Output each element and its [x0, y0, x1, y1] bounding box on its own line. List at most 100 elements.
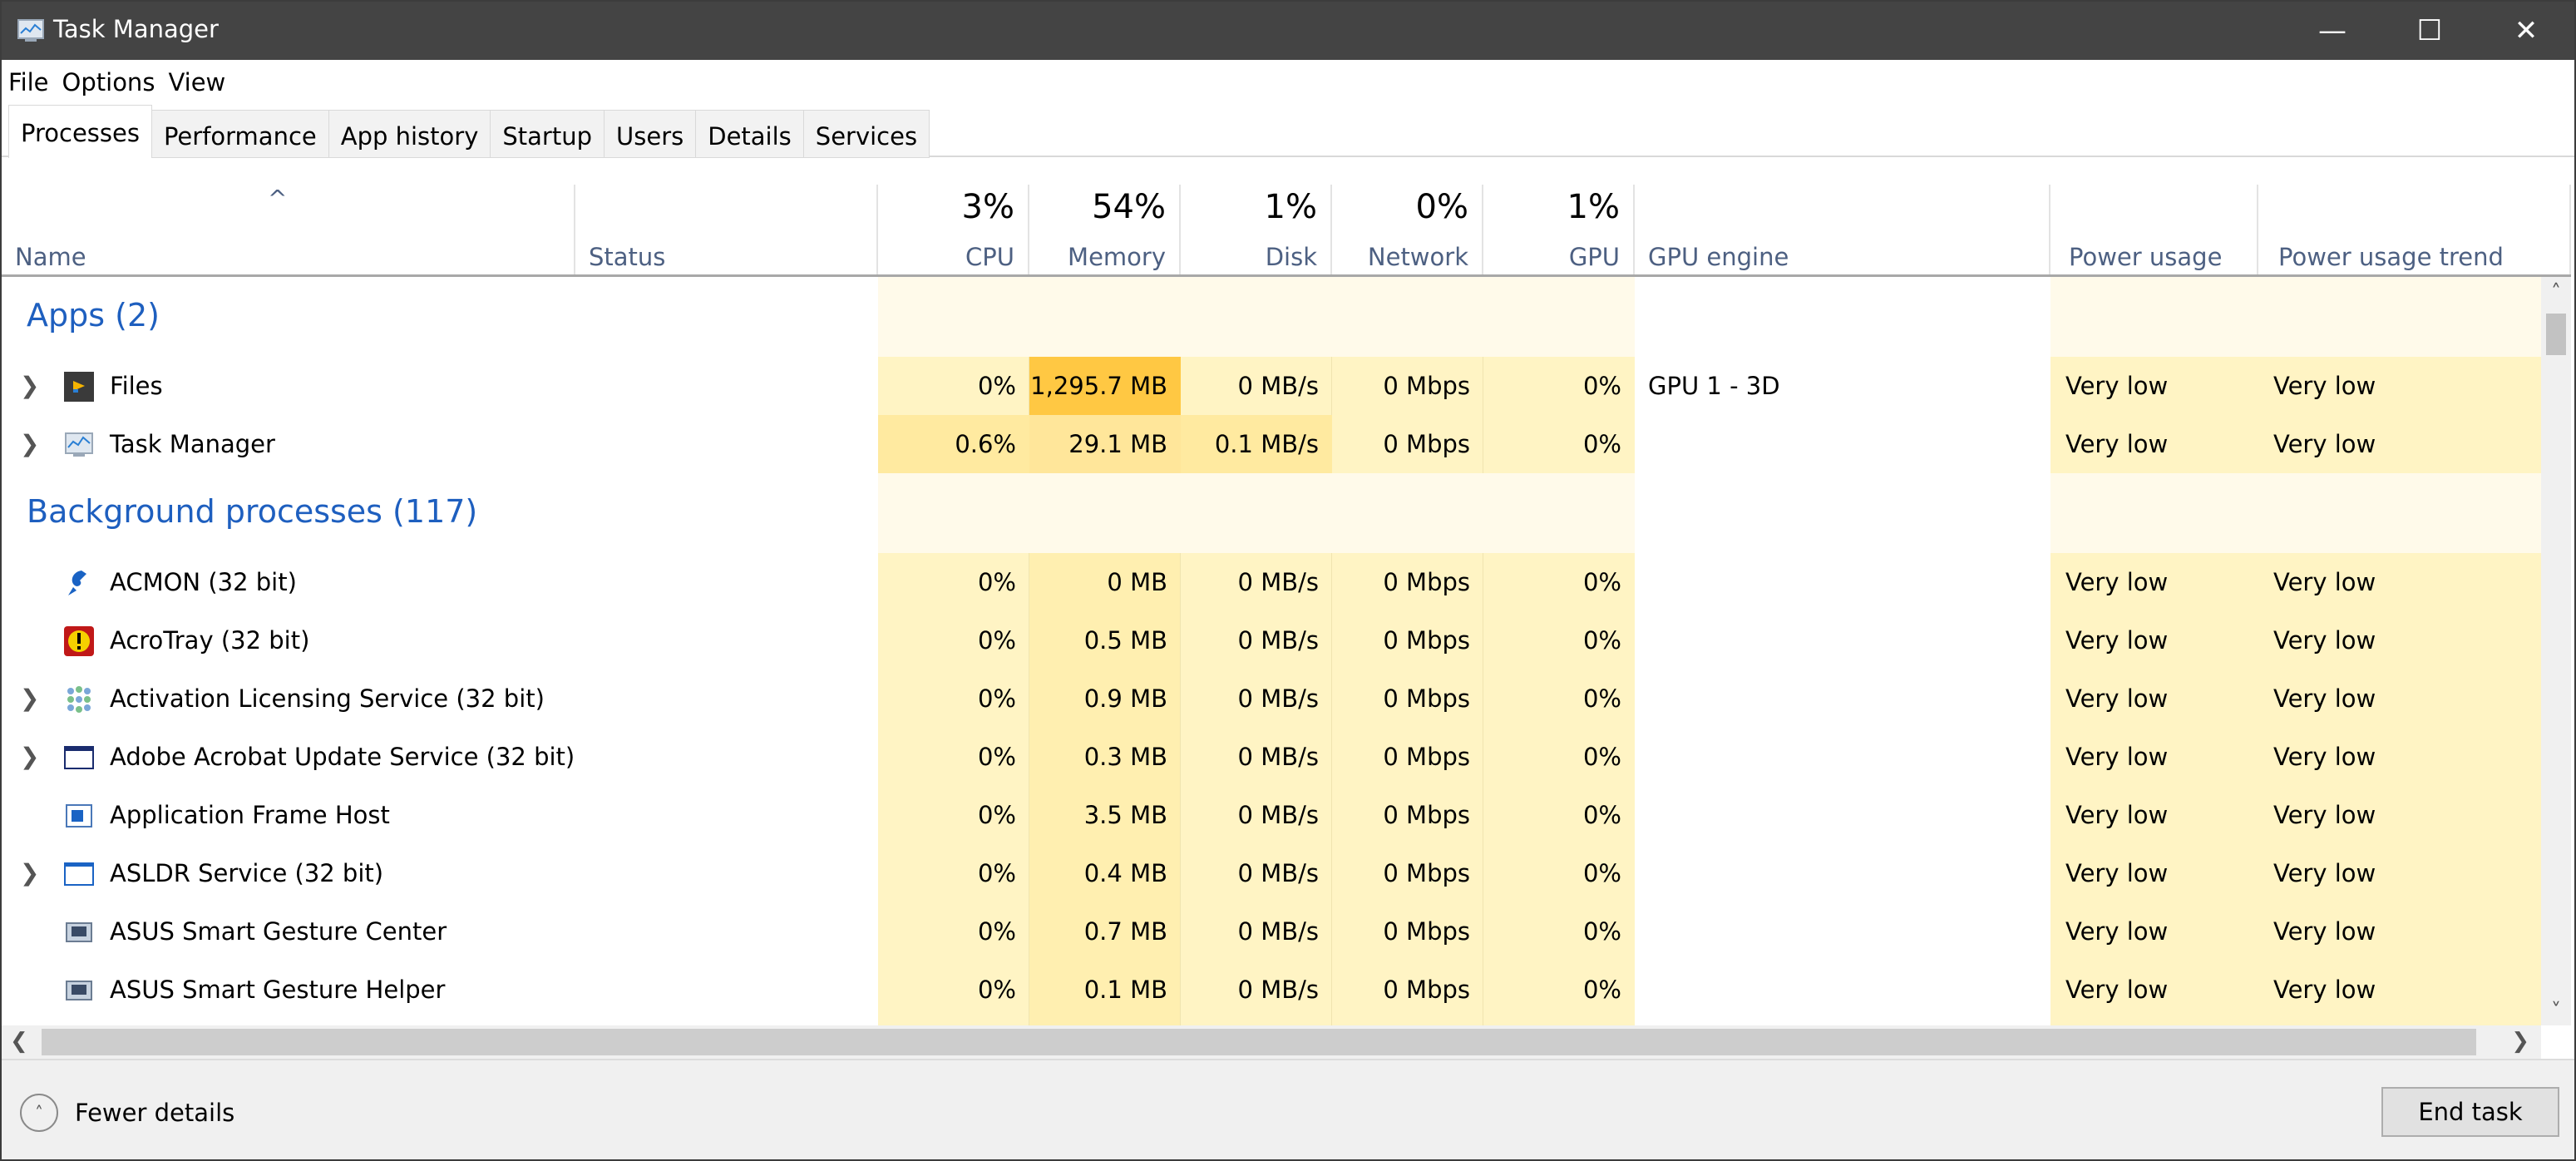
cpu-value: 0%: [977, 801, 1016, 829]
group-apps[interactable]: Apps (2): [2, 277, 2543, 357]
close-icon: ✕: [2514, 14, 2539, 47]
disk-value: 0 MB/s: [1237, 743, 1319, 771]
power-value: Very low: [2065, 917, 2169, 946]
table-row[interactable]: ❯ Task Manager 0.6% 29.1 MB 0.1 MB/s 0 M…: [2, 415, 2543, 473]
tab-processes[interactable]: Processes: [8, 105, 152, 158]
gpu-value: 0%: [1582, 976, 1621, 1004]
window-title: Task Manager: [53, 15, 219, 43]
licensing-service-icon: [67, 686, 91, 713]
header-name[interactable]: ^ Name: [2, 185, 575, 276]
end-task-button[interactable]: End task: [2381, 1087, 2559, 1137]
table-row[interactable]: ❯ Adobe Acrobat Update Service (32 bit) …: [2, 728, 2543, 786]
tab-app-history[interactable]: App history: [328, 110, 491, 158]
power-value: Very low: [2065, 568, 2169, 596]
cpu-column-bg: [878, 277, 1029, 1025]
network-value: 0 Mbps: [1383, 430, 1470, 458]
memory-value: 1,295.7 MB: [1030, 372, 1167, 400]
header-divider: [2, 274, 2571, 277]
network-column-bg: [1332, 277, 1483, 1025]
fewer-details-button[interactable]: ˄ Fewer details: [20, 1094, 234, 1132]
cpu-value: 0.6%: [955, 430, 1016, 458]
header-gpu-engine[interactable]: GPU engine: [1635, 185, 2050, 276]
process-name: Activation Licensing Service (32 bit): [110, 684, 545, 713]
chevron-right-icon[interactable]: ❯: [20, 684, 40, 712]
minimize-icon: —: [2318, 14, 2347, 47]
memory-value: 0.7 MB: [1083, 917, 1167, 946]
vertical-scroll-thumb[interactable]: [2546, 314, 2566, 355]
header-power-trend[interactable]: Power usage trend: [2258, 185, 2571, 276]
gpu-engine-value: GPU 1 - 3D: [1648, 372, 1780, 400]
trend-value: Very low: [2273, 568, 2376, 596]
group-background-processes[interactable]: Background processes (117): [2, 473, 2543, 553]
memory-value: 0 MB: [1107, 568, 1167, 596]
header-name-label: Name: [15, 243, 86, 271]
trend-value: Very low: [2273, 430, 2376, 458]
header-gpu[interactable]: 1% GPU: [1483, 185, 1635, 276]
chevron-right-icon[interactable]: ❯: [20, 743, 40, 770]
memory-value: 0.4 MB: [1083, 859, 1167, 887]
trend-value: Very low: [2273, 917, 2376, 946]
scroll-left-icon[interactable]: ❮: [10, 1029, 28, 1054]
header-memory[interactable]: 54% Memory: [1029, 185, 1181, 276]
header-network[interactable]: 0% Network: [1332, 185, 1483, 276]
scroll-down-icon[interactable]: ˅: [2551, 999, 2561, 1022]
header-cpu-label: CPU: [965, 243, 1014, 271]
maximize-button[interactable]: ☐: [2381, 2, 2478, 60]
network-value: 0 Mbps: [1383, 568, 1470, 596]
horizontal-scrollbar[interactable]: ❮ ❯: [2, 1025, 2541, 1059]
network-value: 0 Mbps: [1383, 743, 1470, 771]
tab-performance[interactable]: Performance: [151, 110, 329, 158]
tab-users[interactable]: Users: [605, 110, 697, 158]
memory-value: 0.3 MB: [1083, 743, 1167, 771]
scroll-up-icon[interactable]: ˄: [2551, 280, 2561, 304]
table-row[interactable]: ❯ Files 0% 1,295.7 MB 0 MB/s 0 Mbps 0% G…: [2, 357, 2543, 415]
minimize-button[interactable]: —: [2284, 2, 2381, 60]
menu-view[interactable]: View: [168, 68, 226, 96]
header-disk[interactable]: 1% Disk: [1181, 185, 1332, 276]
menu-file[interactable]: File: [8, 68, 49, 96]
close-button[interactable]: ✕: [2478, 2, 2574, 60]
tab-details[interactable]: Details: [696, 110, 804, 158]
sort-arrow-icon: ^: [268, 185, 288, 212]
table-row[interactable]: ASUS Smart Gesture Center 0% 0.7 MB 0 MB…: [2, 902, 2543, 961]
trend-value: Very low: [2273, 684, 2376, 713]
memory-value: 0.5 MB: [1083, 626, 1167, 655]
menu-options[interactable]: Options: [62, 68, 155, 96]
chevron-right-icon[interactable]: ❯: [20, 430, 40, 457]
gpu-value: 0%: [1582, 430, 1621, 458]
header-disk-pct: 1%: [1264, 188, 1317, 226]
header-gpu-label: GPU: [1568, 243, 1620, 271]
disk-value: 0 MB/s: [1237, 859, 1319, 887]
network-value: 0 Mbps: [1383, 859, 1470, 887]
chevron-right-icon[interactable]: ❯: [20, 859, 40, 887]
header-cpu[interactable]: 3% CPU: [878, 185, 1029, 276]
horizontal-scroll-thumb[interactable]: [42, 1029, 2476, 1055]
memory-value: 0.9 MB: [1083, 684, 1167, 713]
scroll-right-icon[interactable]: ❯: [2511, 1029, 2529, 1054]
table-row[interactable]: AcroTray (32 bit) 0% 0.5 MB 0 MB/s 0 Mbp…: [2, 611, 2543, 669]
header-trend-label: Power usage trend: [2278, 243, 2504, 271]
table-row[interactable]: Application Frame Host 0% 3.5 MB 0 MB/s …: [2, 786, 2543, 844]
vertical-scrollbar[interactable]: ˄ ˅: [2541, 277, 2571, 1025]
table-row[interactable]: ACMON (32 bit) 0% 0 MB 0 MB/s 0 Mbps 0% …: [2, 553, 2543, 611]
cpu-value: 0%: [977, 917, 1016, 946]
trend-value: Very low: [2273, 976, 2376, 1004]
header-power-usage[interactable]: Power usage: [2050, 185, 2258, 276]
chevron-right-icon[interactable]: ❯: [20, 372, 40, 399]
gpu-value: 0%: [1582, 743, 1621, 771]
header-network-label: Network: [1367, 243, 1468, 271]
tab-strip: Processes Performance App history Startu…: [8, 105, 930, 158]
process-name: AcroTray (32 bit): [110, 626, 310, 655]
header-status[interactable]: Status: [575, 185, 878, 276]
process-name: ASUS Smart Gesture Center: [110, 917, 447, 946]
title-bar[interactable]: Task Manager — ☐ ✕: [2, 2, 2574, 60]
application-frame-icon: [66, 804, 92, 828]
header-memory-label: Memory: [1068, 243, 1166, 271]
tab-services[interactable]: Services: [803, 110, 930, 158]
process-name: Adobe Acrobat Update Service (32 bit): [110, 743, 575, 771]
column-header: ^ Name Status 3% CPU 54% Memory 1% Disk …: [2, 185, 2571, 278]
tab-startup[interactable]: Startup: [491, 110, 605, 158]
table-row[interactable]: ❯ ASLDR Service (32 bit) 0% 0.4 MB 0 MB/…: [2, 844, 2543, 902]
table-row[interactable]: ASUS Smart Gesture Helper 0% 0.1 MB 0 MB…: [2, 961, 2543, 1019]
table-row[interactable]: ❯ Activation Licensing Service (32 bit) …: [2, 669, 2543, 728]
